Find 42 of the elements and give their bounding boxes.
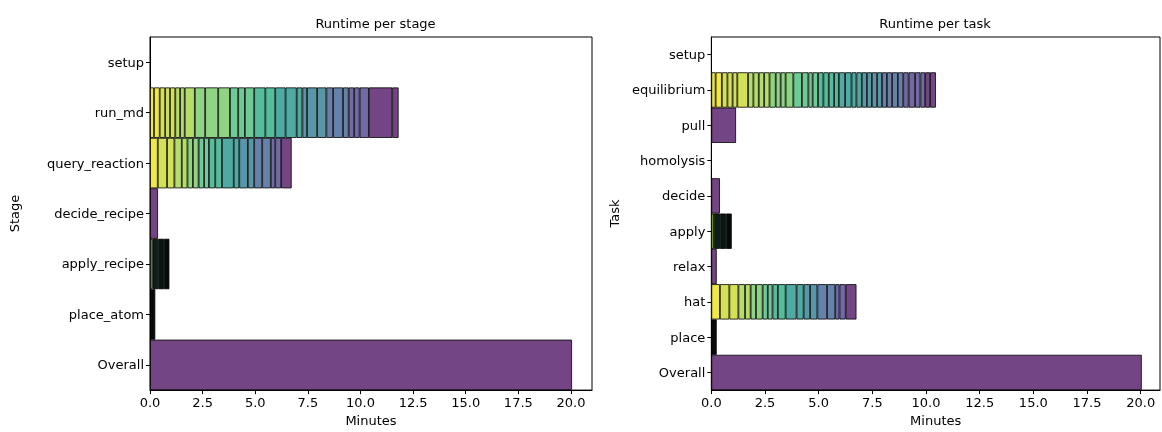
- x-tick-label: 15.0: [1018, 395, 1048, 411]
- x-tick-label: 7.5: [297, 395, 319, 411]
- x-tick-label: 12.5: [398, 395, 428, 411]
- x-tick-label: 10.0: [911, 395, 941, 411]
- x-tick-label: 2.5: [754, 395, 776, 411]
- chart-title: Runtime per stage: [315, 16, 436, 31]
- x-axis-title: Minutes: [345, 413, 397, 428]
- y-tick-label: run_md: [94, 105, 144, 121]
- y-tick-label: place: [670, 329, 706, 345]
- y-tick-label: equilibrium: [631, 82, 706, 98]
- y-tick-label: apply: [669, 223, 706, 239]
- x-tick-label: 2.5: [192, 395, 213, 411]
- x-tick-label: 5.0: [808, 395, 830, 411]
- y-tick-label: pull: [681, 117, 706, 133]
- x-tick-label: 0.0: [139, 395, 161, 411]
- y-tick-label: setup: [668, 47, 706, 63]
- x-tick-label: 7.5: [862, 395, 883, 411]
- y-tick-label: query_reaction: [46, 155, 144, 171]
- x-tick-label: 5.0: [244, 395, 266, 411]
- y-tick-label: Overall: [658, 364, 706, 380]
- x-tick-label: 20.0: [1126, 395, 1156, 411]
- x-tick-label: 17.5: [1072, 395, 1102, 411]
- x-tick-label: 12.5: [965, 395, 995, 411]
- y-tick-label: decide: [662, 188, 706, 204]
- x-tick-label: 20.0: [556, 395, 586, 411]
- chart-title: Runtime per task: [879, 16, 992, 31]
- x-tick-label: 0.0: [700, 395, 722, 411]
- x-axis-title: Minutes: [910, 413, 962, 428]
- y-tick-label: hat: [684, 294, 706, 310]
- y-tick-label: setup: [107, 54, 144, 70]
- x-tick-label: 15.0: [451, 395, 481, 411]
- y-tick-label: decide_recipe: [54, 206, 144, 222]
- y-tick-label: homolysis: [640, 153, 706, 169]
- x-tick-label: 17.5: [503, 395, 533, 411]
- y-tick-label: place_atom: [68, 306, 144, 322]
- bar: [871, 72, 878, 108]
- y-tick-label: apply_recipe: [61, 256, 144, 272]
- y-tick-label: relax: [672, 259, 706, 275]
- y-tick-label: Overall: [97, 357, 144, 373]
- y-axis-title: Task: [607, 199, 622, 229]
- x-tick-label: 10.0: [346, 395, 375, 411]
- y-axis-title: Stage: [7, 194, 22, 233]
